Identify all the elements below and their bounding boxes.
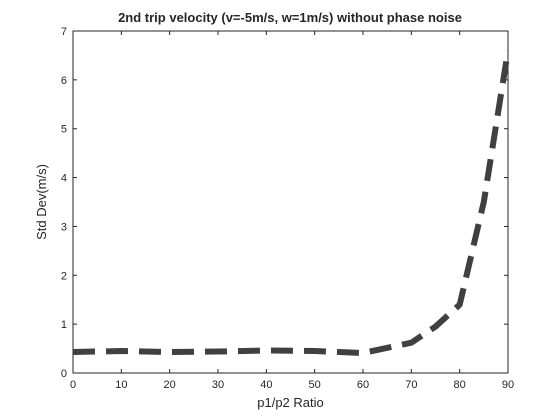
x-tick-label: 30 [212, 379, 224, 391]
series-line [72, 50, 511, 356]
x-tick-label: 10 [115, 379, 127, 391]
axis-ticks: 0 10 20 30 40 50 60 70 80 90 0 1 2 3 4 5 6 7 [61, 26, 514, 391]
x-tick-label: 70 [405, 379, 417, 391]
x-tick-label: 20 [164, 379, 176, 391]
y-tick-label: 7 [61, 26, 67, 38]
x-tick-label: 60 [357, 379, 369, 391]
x-tick-label: 90 [502, 379, 514, 391]
x-tick-label: 0 [70, 379, 76, 391]
y-axis-label: Std Dev(m/s) [34, 164, 49, 240]
x-axis-label: p1/p2 Ratio [257, 395, 324, 410]
y-tick-label: 5 [61, 124, 67, 136]
y-tick-label: 3 [61, 221, 67, 233]
y-tick-label: 2 [61, 270, 67, 282]
x-tick-label: 50 [309, 379, 321, 391]
chart-title: 2nd trip velocity (v=-5m/s, w=1m/s) with… [118, 10, 462, 25]
y-tick-label: 6 [61, 75, 67, 87]
plot-area-frame [72, 30, 509, 374]
y-tick-label: 0 [61, 368, 67, 380]
series-layer [72, 50, 511, 356]
x-tick-label: 40 [260, 379, 272, 391]
y-tick-label: 4 [61, 173, 67, 185]
x-tick-label: 80 [454, 379, 466, 391]
y-tick-label: 1 [61, 319, 67, 331]
